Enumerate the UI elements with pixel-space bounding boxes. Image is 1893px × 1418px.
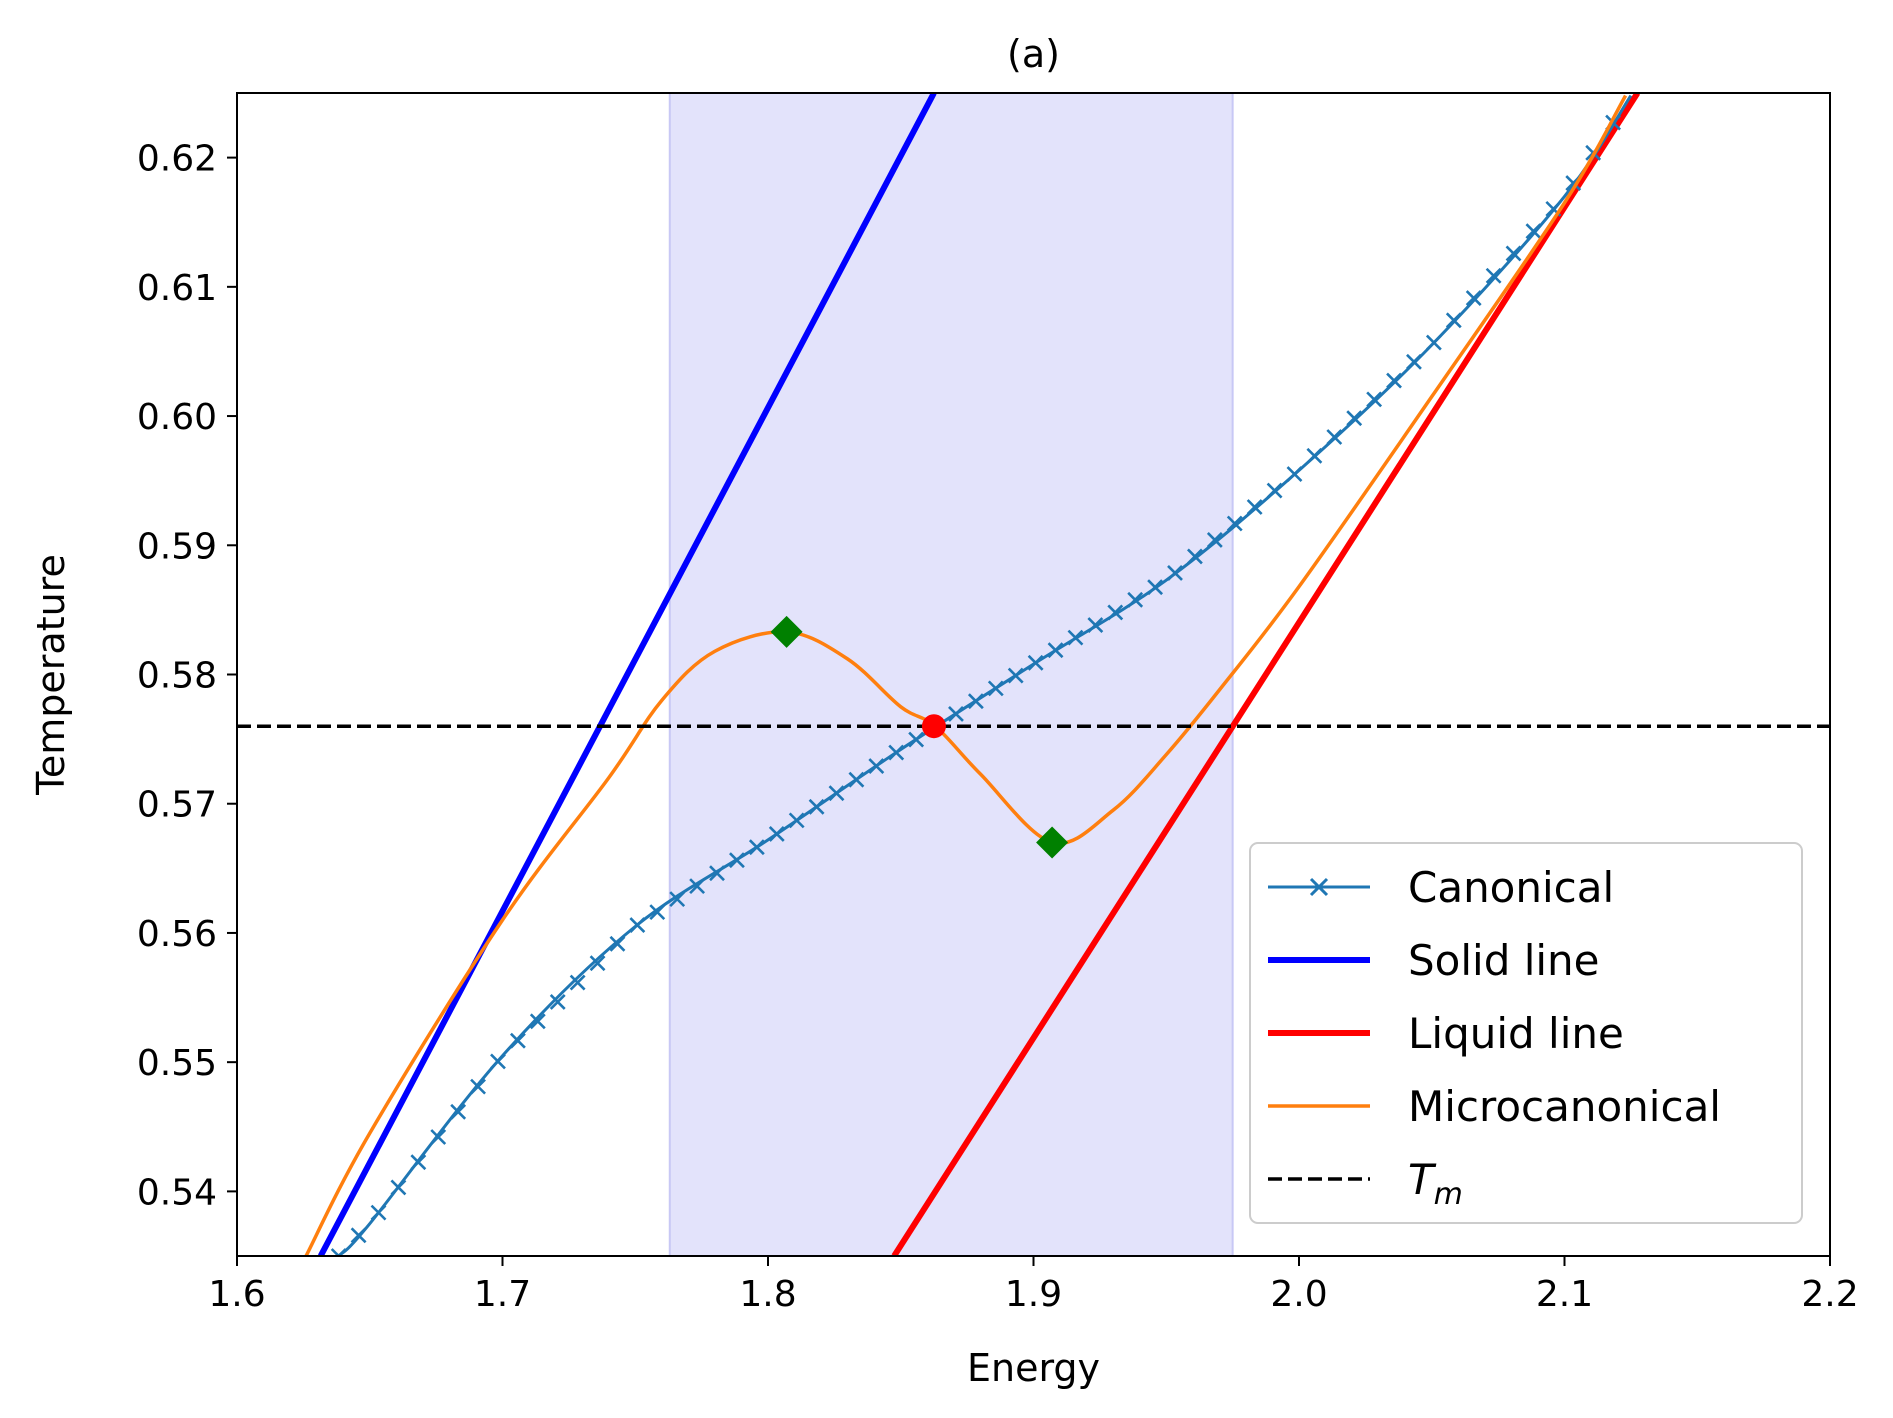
crossing-marker — [921, 714, 946, 739]
y-tick-label: 0.58 — [137, 656, 217, 697]
canonical-point — [1127, 591, 1144, 608]
canonical-point — [908, 731, 925, 748]
canonical-point — [1266, 482, 1283, 499]
canonical-point — [430, 1129, 447, 1145]
legend-marker — [1309, 877, 1329, 897]
y-tick-label: 0.60 — [137, 397, 217, 438]
canonical-point — [1346, 410, 1363, 427]
canonical-point — [1286, 466, 1303, 482]
canonical-point — [529, 1013, 546, 1030]
canonical-point — [629, 917, 646, 934]
x-tick-label: 2.2 — [1801, 1274, 1858, 1315]
y-axis-label: Temperature — [29, 554, 73, 796]
canonical-point — [350, 1227, 367, 1244]
canonical-point — [1465, 290, 1482, 306]
series-solid-line — [317, 93, 937, 1256]
canonical-point — [888, 744, 905, 761]
series-microcanonical — [304, 94, 1628, 1256]
canonical-point — [1425, 334, 1442, 351]
canonical-point — [410, 1154, 427, 1171]
canonical-point — [1485, 267, 1502, 284]
canonical-point — [768, 826, 785, 842]
y-tick-label: 0.61 — [137, 268, 217, 309]
legend-label-1: Solid line — [1408, 936, 1600, 985]
chart-title: (a) — [1007, 32, 1060, 76]
canonical-point — [1366, 391, 1383, 408]
legend-label-0: Canonical — [1408, 863, 1614, 912]
legend-label-4: Tm — [1408, 1155, 1463, 1212]
canonical-point — [390, 1179, 407, 1196]
canonical-point — [450, 1103, 467, 1120]
y-tick-label: 0.57 — [137, 785, 217, 826]
legend-label-2: Liquid line — [1408, 1009, 1624, 1058]
x-tick-label: 1.9 — [1005, 1274, 1062, 1315]
canonical-point — [1525, 223, 1542, 240]
canonical-point — [1386, 372, 1402, 389]
canonical-point — [828, 785, 845, 802]
canonical-point — [1167, 564, 1183, 581]
canonical-point — [1067, 629, 1084, 646]
canonical-point — [569, 974, 586, 991]
y-tick-label: 0.62 — [137, 139, 217, 180]
x-tick-label: 2.1 — [1536, 1274, 1593, 1315]
canonical-point — [948, 706, 964, 722]
canonical-point — [649, 904, 666, 921]
canonical-point — [370, 1204, 387, 1221]
canonical-point — [1147, 579, 1164, 596]
canonical-point — [589, 955, 606, 972]
canonical-point — [509, 1032, 526, 1049]
extremum-marker-1 — [1036, 826, 1069, 859]
canonical-point — [1306, 447, 1323, 464]
legend: Canonical Solid line Liquid line Microcanon… — [1249, 842, 1803, 1224]
canonical-point — [1027, 654, 1044, 671]
canonical-point — [848, 771, 865, 788]
canonical-point — [1505, 245, 1522, 262]
y-tick-label: 0.54 — [137, 1172, 217, 1213]
canonical-point — [788, 812, 805, 829]
x-tick-label: 1.8 — [739, 1274, 796, 1315]
extremum-marker-0 — [770, 615, 803, 648]
canonical-point — [729, 852, 745, 869]
coexistence-region — [668, 93, 1234, 1256]
canonical-point — [1206, 532, 1223, 548]
y-tick-label: 0.56 — [137, 914, 217, 955]
canonical-point — [669, 891, 686, 908]
x-tick-label: 1.6 — [208, 1274, 265, 1315]
canonical-point — [748, 839, 765, 856]
canonical-point — [1107, 604, 1124, 621]
canonical-point — [689, 878, 706, 895]
canonical-point — [330, 1248, 347, 1256]
x-axis-label: Energy — [967, 1346, 1100, 1390]
y-tick-label: 0.55 — [137, 1043, 217, 1084]
canonical-point — [709, 865, 725, 882]
canonical-point — [808, 798, 825, 815]
legend-label-3: Microcanonical — [1408, 1082, 1721, 1131]
canonical-point — [470, 1078, 486, 1095]
canonical-point — [1246, 499, 1263, 515]
canonical-point — [1326, 429, 1343, 445]
series-liquid-line — [891, 93, 1641, 1256]
canonical-point — [1047, 642, 1064, 659]
canonical-point — [549, 994, 566, 1010]
canonical-point — [967, 693, 984, 710]
canonical-point — [1445, 312, 1462, 329]
canonical-point — [1087, 617, 1104, 633]
canonical-markers — [330, 114, 1622, 1256]
canonical-point — [609, 935, 626, 952]
canonical-point — [1406, 353, 1422, 370]
x-tick-label: 2.0 — [1270, 1274, 1327, 1315]
legend-box — [1249, 842, 1803, 1224]
canonical-point — [1007, 667, 1024, 684]
canonical-point — [868, 758, 885, 775]
y-tick-label: 0.59 — [137, 526, 217, 567]
canonical-point — [490, 1053, 506, 1070]
canonical-point — [1187, 548, 1203, 565]
canonical-point — [987, 680, 1004, 697]
canonical-point — [1226, 515, 1243, 532]
x-tick-label: 1.7 — [474, 1274, 531, 1315]
